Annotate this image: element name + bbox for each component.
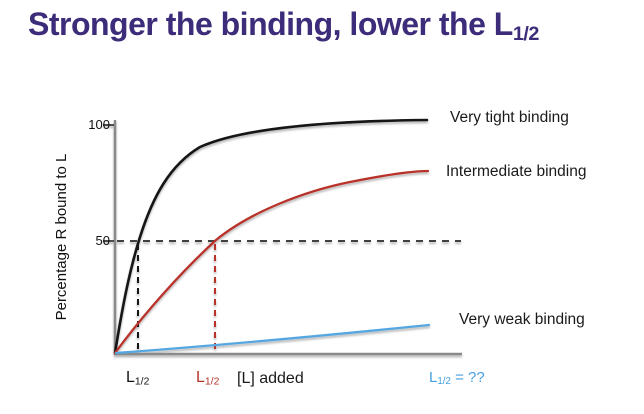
x-axis-label: [L] added (237, 370, 304, 387)
l-half-blue-base: L (429, 369, 438, 386)
curve-label-very-weak: Very weak binding (459, 311, 585, 328)
curve-label-very-tight: Very tight binding (450, 109, 569, 126)
very-tight-binding-curve (113, 118, 429, 355)
l-half-red-base: L (196, 369, 205, 386)
y-axis-title: Percentage R bound to L (53, 153, 70, 321)
intermediate-binding-curve (113, 169, 430, 355)
l-half-red-label: L1/2 (196, 369, 219, 387)
page-title-subscript: 1/2 (512, 22, 540, 45)
l-half-black-base: L (126, 369, 135, 386)
l-half-black-subscript: 1/2 (134, 376, 150, 388)
l-half-blue-rest: = ?? (450, 369, 485, 386)
page-title: Stronger the binding, lower the L1/2 (28, 6, 539, 46)
very-weak-binding-curve (114, 323, 431, 355)
l-half-red-subscript: 1/2 (204, 376, 220, 388)
l-half-black-label: L1/2 (126, 369, 149, 387)
y-tick-label-50: 50 (95, 233, 110, 248)
l-half-question-label: L1/2 = ?? (429, 369, 485, 387)
y-tick-label-100: 100 (88, 117, 110, 132)
curve-label-intermediate: Intermediate binding (446, 163, 587, 180)
page-title-text: Stronger the binding, lower the L (28, 6, 513, 42)
l-half-blue-subscript: 1/2 (437, 376, 451, 388)
